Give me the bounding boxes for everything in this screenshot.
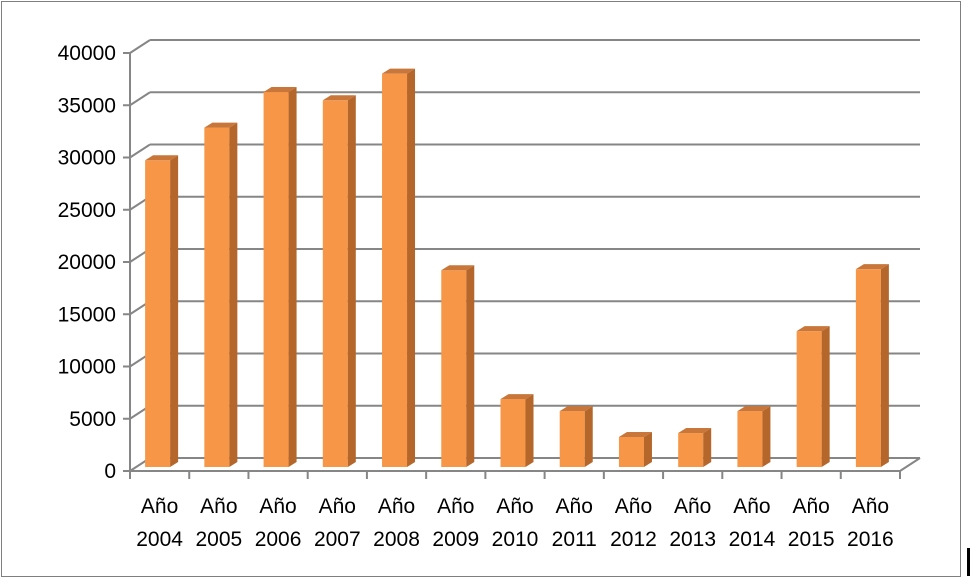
bar-side: [584, 406, 593, 467]
x-tick-label: 2005: [195, 528, 242, 551]
x-tick-label: 2011: [552, 528, 597, 551]
bar-top: [382, 68, 416, 74]
y-tick-label: 40000: [58, 42, 116, 65]
x-tick-label: 2009: [432, 528, 479, 551]
bar-side: [170, 155, 179, 468]
x-tick-label: Año: [556, 495, 593, 518]
bar-top: [678, 428, 712, 434]
x-tick-label: 2016: [847, 528, 894, 551]
bar-top: [855, 264, 889, 270]
gridline-diagonal: [129, 39, 151, 54]
x-tick-label: 2007: [314, 528, 361, 551]
x-tick-label: 2006: [255, 528, 302, 551]
bar-side: [229, 122, 238, 468]
x-tick-label: 2008: [373, 528, 420, 551]
bar-front: [855, 269, 881, 467]
corner-mark: [967, 548, 970, 576]
bar-front: [796, 331, 822, 467]
bar-side: [466, 265, 475, 467]
bar: [441, 265, 475, 467]
bar-front: [618, 437, 644, 467]
x-tick-label: Año: [378, 495, 415, 518]
bar-top: [737, 406, 771, 412]
bar-side: [407, 68, 416, 468]
bar-side: [347, 95, 356, 467]
bar-front: [559, 411, 585, 467]
bar: [204, 122, 238, 468]
bar: [382, 68, 416, 468]
x-tick-label: 2010: [492, 528, 539, 551]
x-tick-label: Año: [319, 495, 356, 518]
x-tick-label: Año: [496, 495, 533, 518]
bar-side: [762, 406, 771, 467]
x-tick-label: 2004: [136, 528, 183, 551]
chart-frame: [1, 1, 961, 577]
bar: [796, 326, 830, 467]
bar-side: [880, 264, 889, 467]
bar-front: [737, 411, 763, 467]
y-tick-label: 15000: [58, 303, 116, 326]
x-tick-label: Año: [615, 495, 652, 518]
bar-top: [796, 326, 830, 332]
bar: [322, 95, 356, 467]
bar-top: [204, 122, 238, 128]
bar-front: [382, 73, 408, 468]
x-tick-label: Año: [733, 495, 770, 518]
y-tick-label: 5000: [69, 408, 116, 431]
gridline-diagonal: [129, 143, 151, 159]
x-tick-label: Año: [200, 495, 237, 518]
bar: [737, 406, 771, 467]
x-axis-diagonal: [899, 457, 921, 472]
x-tick-label: Año: [852, 495, 889, 518]
bar-top: [559, 406, 593, 412]
bar-front: [145, 160, 171, 468]
bar: [263, 87, 297, 467]
x-tick-label: Año: [141, 495, 178, 518]
bar: [855, 264, 889, 467]
bar-side: [703, 428, 712, 467]
bar-front: [441, 270, 467, 467]
bar-front: [204, 127, 230, 468]
x-tick-label: 2013: [669, 528, 716, 551]
y-tick-label: 10000: [58, 356, 116, 379]
y-tick-label: 30000: [58, 147, 116, 170]
bar: [500, 394, 534, 467]
bar-front: [678, 433, 704, 467]
x-tick-label: 2015: [788, 528, 835, 551]
bar: [678, 428, 712, 467]
gridline-diagonal: [129, 91, 151, 107]
bar-top: [500, 394, 534, 400]
bar-top: [263, 87, 297, 93]
y-tick-label: 0: [104, 460, 116, 483]
bar-top: [145, 155, 179, 161]
x-tick-label: Año: [674, 495, 711, 518]
y-tick-label: 20000: [58, 251, 116, 274]
y-tick-label: 35000: [58, 94, 116, 117]
bar-front: [500, 399, 526, 467]
bar-top: [441, 265, 475, 271]
bar: [618, 432, 652, 467]
bar-front: [263, 92, 289, 467]
bar: [559, 406, 593, 467]
x-tick-label: Año: [792, 495, 829, 518]
bar-top: [618, 432, 652, 438]
bar-side: [288, 87, 297, 467]
bar-top: [322, 95, 356, 101]
x-tick-label: Año: [437, 495, 474, 518]
x-tick-label: Año: [259, 495, 296, 518]
bar-side: [643, 432, 652, 467]
x-tick-label: 2014: [729, 528, 776, 551]
x-tick-label: 2012: [610, 528, 657, 551]
bar-side: [525, 394, 534, 467]
bar: [145, 155, 179, 468]
bar-front: [322, 100, 348, 467]
bar-side: [821, 326, 830, 467]
y-tick-label: 25000: [58, 199, 116, 222]
